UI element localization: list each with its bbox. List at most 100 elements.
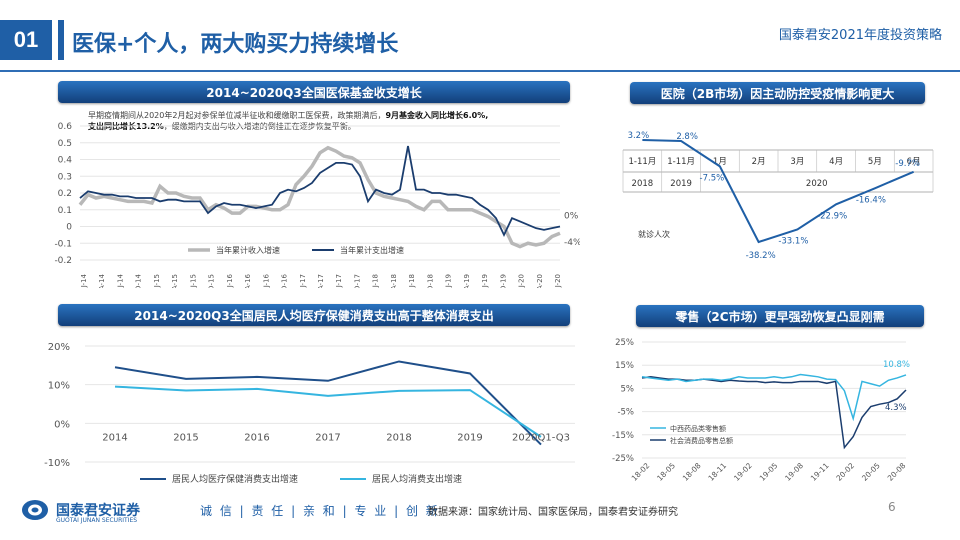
chart2-plot: 1-11月 1-11月 1月 2月 3月 4月 5月 6月 2018 2019 2020 3.2% 2.… [622, 131, 934, 260]
x-tick-label: J-14 [116, 273, 124, 288]
y-tick-label: 0.5 [58, 139, 72, 149]
visits-line [642, 139, 915, 244]
y-tick-label: 5% [621, 384, 635, 394]
month-label: 1-11月 [667, 157, 695, 167]
x-tick-label: J-16 [226, 273, 234, 288]
x-tick-label: J-17 [299, 274, 307, 288]
chart3-title: 2014~2020Q3全国居民人均医疗保健消费支出高于整体消费支出 [58, 304, 570, 326]
x-tick-label: 18-11 [706, 461, 728, 483]
month-label: 1月 [713, 157, 727, 167]
data-label: 3.2% [628, 131, 650, 141]
x-tick-label: 18-05 [655, 461, 677, 483]
legend-retail-label: 社会消费品零售总额 [670, 436, 733, 445]
income-end-label: -4% [564, 238, 580, 248]
x-tick-label: 2016 [244, 432, 269, 443]
x-tick-label: J-20 [518, 274, 526, 288]
section-number: 01 [0, 20, 52, 60]
x-tick-label: 2020Q1-Q3 [512, 432, 570, 443]
y-tick-label: -15% [612, 431, 634, 441]
expense-line [79, 145, 561, 237]
x-tick-label: 18-02 [630, 461, 652, 483]
x-tick-label: J-18 [372, 274, 380, 288]
y-tick-label: 20% [48, 342, 70, 353]
x-tick-label: A-19 [463, 274, 471, 288]
x-tick-label: 20-02 [834, 461, 856, 483]
y-tick-label: 0.1 [58, 206, 72, 216]
y-tick-label: 10% [48, 381, 70, 392]
year-label: 2018 [632, 179, 654, 189]
x-tick-label: A-15 [171, 274, 179, 288]
x-tick-label: O-19 [499, 274, 507, 288]
year-label: 2019 [670, 179, 692, 189]
y-tick-label: 25% [615, 338, 634, 348]
x-tick-label: J-18 [408, 274, 416, 288]
chart1-title: 2014~2020Q3全国医保基金收支增长 [58, 81, 570, 103]
x-tick-label: J-17 [335, 274, 343, 288]
y-tick-label: 0 [66, 223, 72, 233]
legend-income-label: 当年累计收入增速 [216, 245, 280, 255]
chart1-plot: 0.6 0.5 0.4 0.3 0.2 0.1 0 -0.1 -0.2 J-14 A-14 J-14 O… [54, 122, 580, 288]
data-label: -38.2% [746, 251, 776, 260]
header-divider [0, 70, 960, 72]
pharma-end-label: 10.8% [883, 360, 910, 370]
y-tick-label: 0.4 [58, 156, 73, 166]
x-tick-label: O-14 [135, 273, 143, 288]
x-tick-label: 19-11 [809, 461, 831, 483]
month-label: 6月 [907, 157, 921, 167]
page-title: 医保+个人，两大购买力持续增长 [72, 32, 399, 57]
chart2-title: 医院（2B市场）因主动防控受疫情影响更大 [630, 82, 925, 104]
y-tick-label: -0.1 [54, 239, 72, 249]
x-tick-label: A-17 [317, 274, 325, 288]
x-tick-label: A-18 [390, 274, 398, 288]
y-tick-label: 0.2 [58, 189, 72, 199]
retail-line [641, 376, 907, 450]
data-label: -22.9% [817, 211, 847, 221]
data-label: -7.5% [700, 173, 725, 183]
y-tick-label: -0.2 [54, 256, 72, 266]
slogan: 诚 信 | 责 任 | 亲 和 | 专 业 | 创 新 [200, 504, 440, 518]
legend-expense-label: 当年累计支出增速 [340, 245, 404, 255]
chart4-plot: 25%15%5%-5%-15%-25%18-02 18-05 18-08 18-11 1… [612, 338, 910, 483]
series-label: 就诊人次 [638, 229, 670, 239]
month-label: 3月 [790, 157, 804, 167]
x-tick-label: A-16 [244, 273, 252, 288]
x-tick-label: O-18 [426, 274, 434, 288]
data-label: -16.4% [856, 195, 886, 205]
health-line [114, 360, 542, 446]
y-tick-label: 15% [615, 361, 634, 371]
x-tick-label: J-20 [554, 274, 562, 288]
expense-end-label: 0% [564, 212, 579, 222]
y-tick-label: -5% [617, 408, 634, 418]
chart4-title: 零售（2C市场）更早强劲恢复凸显刚需 [636, 305, 924, 327]
data-source: 数据来源：国家统计局、国家医保局，国泰君安证券研究 [428, 507, 678, 518]
retail-end-label: 4.3% [885, 403, 907, 413]
y-tick-label: 0.6 [58, 122, 73, 132]
x-tick-label: J-19 [481, 274, 489, 288]
x-tick-label: A-14 [98, 273, 106, 288]
x-tick-label: O-17 [353, 274, 361, 288]
x-tick-label: 20-08 [886, 461, 908, 483]
x-tick-label: A-20 [536, 274, 544, 288]
month-label: 1-11月 [628, 157, 656, 167]
total-line [114, 385, 542, 438]
x-tick-label: J-14 [80, 273, 88, 288]
y-tick-label: -10% [44, 458, 70, 469]
month-label: 5月 [868, 157, 882, 167]
x-tick-label: 19-02 [732, 461, 754, 483]
month-label: 2月 [752, 157, 766, 167]
x-tick-label: 20-05 [860, 461, 882, 483]
month-label: 4月 [829, 157, 843, 167]
title-accent-bar [58, 20, 64, 60]
x-tick-label: 2014 [102, 432, 127, 443]
legend-total-label: 居民人均消费支出增速 [372, 473, 462, 485]
x-tick-label: 18-08 [681, 461, 703, 483]
pharma-line [641, 373, 907, 422]
legend-health-label: 居民人均医疗保健消费支出增速 [172, 473, 298, 485]
y-tick-label: -25% [612, 454, 634, 464]
page-number: 6 [888, 500, 896, 514]
x-tick-label: 2017 [315, 432, 340, 443]
x-tick-label: O-15 [208, 274, 216, 288]
income-line [78, 145, 561, 249]
company-logo-icon [22, 500, 48, 520]
brand-name-en: GUOTAI JUNAN SECURITIES [56, 517, 138, 524]
